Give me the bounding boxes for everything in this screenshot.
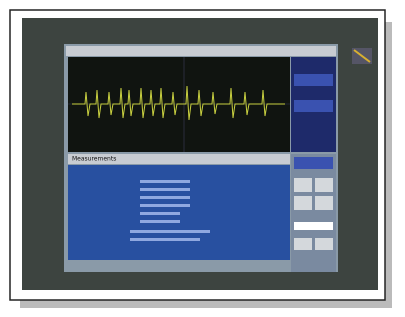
- button[interactable]: [315, 178, 333, 192]
- photo: Measurements: [0, 0, 405, 313]
- button[interactable]: [294, 74, 333, 86]
- menu-bar: [66, 46, 336, 56]
- button[interactable]: [294, 157, 333, 169]
- button[interactable]: [315, 238, 333, 250]
- button[interactable]: [294, 196, 312, 210]
- tab-label[interactable]: Measurements: [72, 156, 116, 163]
- input[interactable]: [294, 222, 333, 230]
- button[interactable]: [315, 196, 333, 210]
- button[interactable]: [294, 178, 312, 192]
- button[interactable]: [294, 100, 333, 112]
- button[interactable]: [294, 238, 312, 250]
- control-panel: [291, 154, 336, 272]
